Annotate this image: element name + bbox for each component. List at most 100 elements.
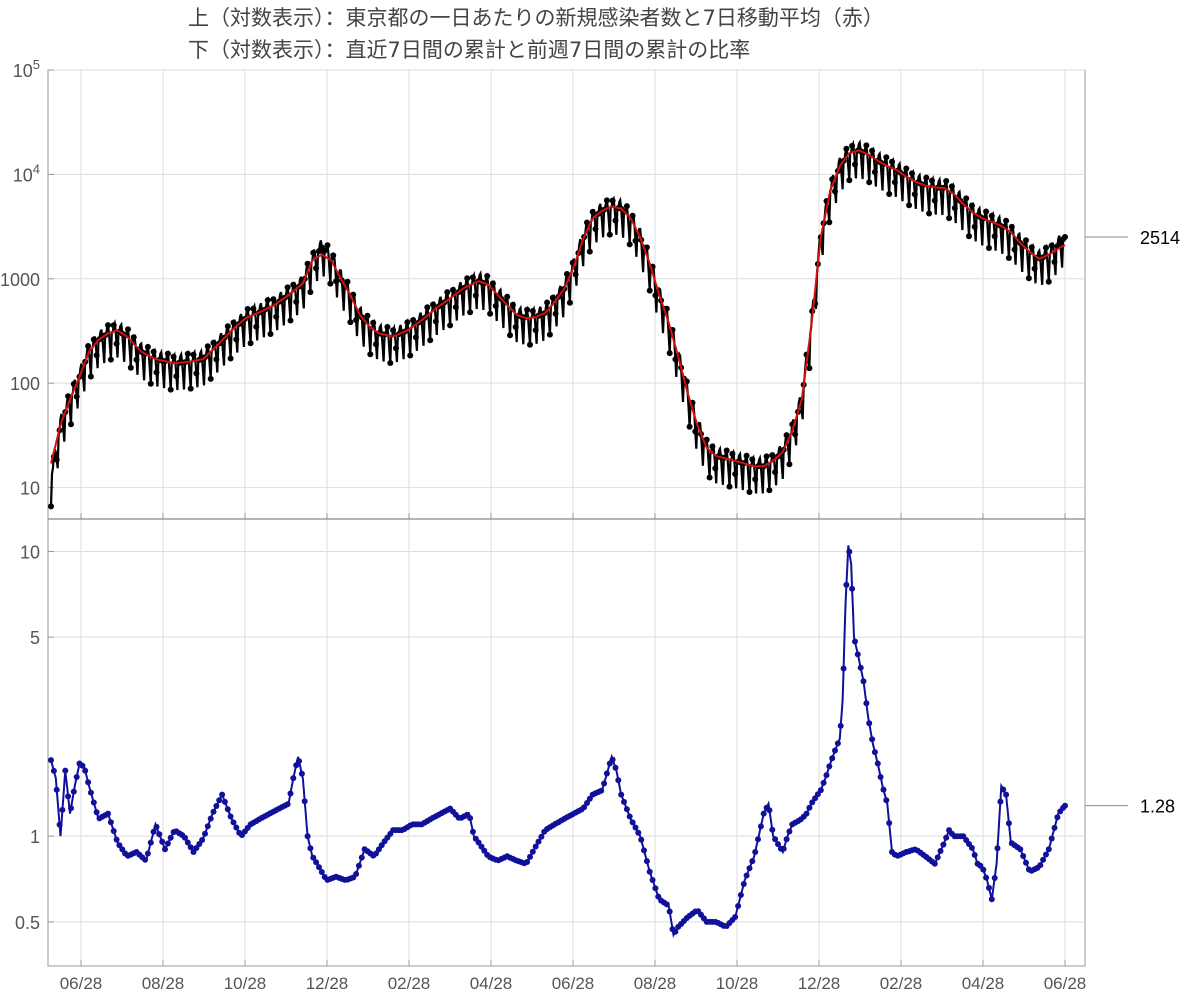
ratio-point	[50, 767, 57, 774]
ratio-point	[757, 823, 764, 830]
daily-cases-point	[370, 319, 377, 326]
y-tick-exponent: 4	[33, 161, 40, 176]
daily-cases-point	[783, 432, 790, 439]
ratio-point	[621, 798, 627, 805]
daily-cases-point	[983, 208, 990, 215]
panel-ratio: 0.5 1 5 10 1.28	[15, 518, 1175, 967]
daily-cases-point	[253, 323, 260, 330]
ratio-point	[860, 678, 867, 685]
daily-cases-point	[549, 294, 556, 301]
ratio-point	[934, 854, 941, 861]
ratio-point	[863, 700, 870, 707]
ratio-point	[866, 720, 873, 727]
daily-cases-point	[589, 208, 596, 215]
daily-cases-point	[113, 340, 120, 347]
daily-cases-point	[184, 350, 191, 357]
x-tick-label: 08/28	[634, 974, 677, 993]
daily-cases-point	[204, 343, 211, 350]
last-value-label: 2514	[1140, 228, 1180, 248]
daily-cases-point	[250, 305, 257, 312]
daily-cases-point	[105, 322, 111, 329]
ratio-point	[883, 797, 890, 804]
ratio-point	[79, 762, 86, 769]
ratio-point	[626, 813, 633, 820]
ratio-point	[48, 757, 54, 764]
ratio-point	[834, 740, 841, 747]
daily-cases-point	[527, 341, 533, 348]
daily-cases-point	[247, 340, 254, 347]
daily-cases-point	[988, 212, 995, 219]
ratio-point	[85, 779, 92, 786]
ratio-point	[230, 819, 237, 826]
daily-cases-point	[347, 319, 354, 326]
ratio-point	[1003, 791, 1010, 798]
ratio-point	[737, 892, 744, 898]
daily-cases-point	[843, 145, 850, 152]
daily-cases-point	[746, 489, 753, 495]
daily-cases-point	[966, 233, 972, 240]
ratio-point	[287, 790, 294, 797]
daily-cases-point	[167, 386, 174, 393]
ratio-point	[65, 793, 72, 800]
ratio-point	[849, 585, 856, 592]
daily-cases-point	[911, 191, 918, 198]
daily-cases-point	[623, 203, 630, 210]
ratio-point	[603, 770, 610, 777]
ratio-point	[780, 845, 787, 852]
ratio-point	[156, 831, 163, 838]
ratio-point	[535, 838, 542, 845]
ratio-point	[641, 847, 647, 854]
daily-cases-point	[353, 317, 360, 323]
daily-cases-point	[632, 237, 639, 244]
ratio-point	[142, 856, 149, 863]
y-tick-label: 1000	[0, 270, 40, 290]
ratio-point	[213, 803, 220, 809]
daily-cases-point	[65, 393, 72, 400]
daily-cases-point	[991, 233, 998, 240]
daily-cases-point	[609, 197, 616, 204]
ratio-point	[649, 877, 656, 883]
daily-cases-point	[153, 369, 160, 376]
ratio-point	[1043, 851, 1049, 858]
daily-cases-point	[170, 353, 177, 360]
ratio-point	[68, 805, 74, 812]
ratio-point	[310, 854, 317, 861]
daily-cases-point	[313, 265, 320, 272]
ratio-point	[760, 810, 767, 817]
ratio-point	[869, 736, 876, 743]
daily-cases-point	[144, 343, 151, 350]
daily-cases-point	[210, 339, 217, 346]
daily-cases-point	[786, 461, 793, 468]
daily-cases-point	[333, 278, 340, 285]
daily-cases-point	[1011, 246, 1018, 253]
ratio-point	[991, 875, 998, 881]
daily-cases-point	[150, 348, 157, 355]
ratio-point	[82, 767, 89, 774]
daily-cases-point	[324, 242, 331, 249]
x-tick-label: 06/28	[1044, 974, 1087, 993]
daily-cases-point	[484, 273, 491, 279]
chart-title-top: 上（対数表示）：東京都の一日あたりの新規感染者数と7日移動平均（赤）	[188, 6, 884, 30]
ratio-point	[615, 777, 622, 784]
ratio-point	[826, 763, 833, 770]
daily-cases-point	[284, 284, 291, 291]
ratio-point	[843, 581, 850, 588]
daily-cases-point	[1008, 223, 1015, 230]
daily-cases-point	[509, 301, 516, 308]
daily-cases-point	[546, 331, 553, 338]
daily-cases-point	[544, 299, 551, 306]
ratio-point	[586, 795, 593, 802]
daily-cases-point	[273, 313, 280, 320]
ratio-point	[167, 834, 174, 841]
x-tick-label: 12/28	[798, 974, 841, 993]
daily-cases-point	[130, 334, 137, 341]
ratio-point	[182, 834, 188, 841]
daily-cases-point	[626, 241, 633, 248]
ratio-point	[53, 786, 60, 793]
daily-cases-point	[1048, 242, 1055, 249]
daily-cases-point	[903, 165, 910, 172]
ratio-point	[210, 808, 217, 815]
ratio-point	[877, 774, 884, 780]
ratio-point	[307, 845, 314, 852]
ratio-point	[609, 756, 616, 763]
